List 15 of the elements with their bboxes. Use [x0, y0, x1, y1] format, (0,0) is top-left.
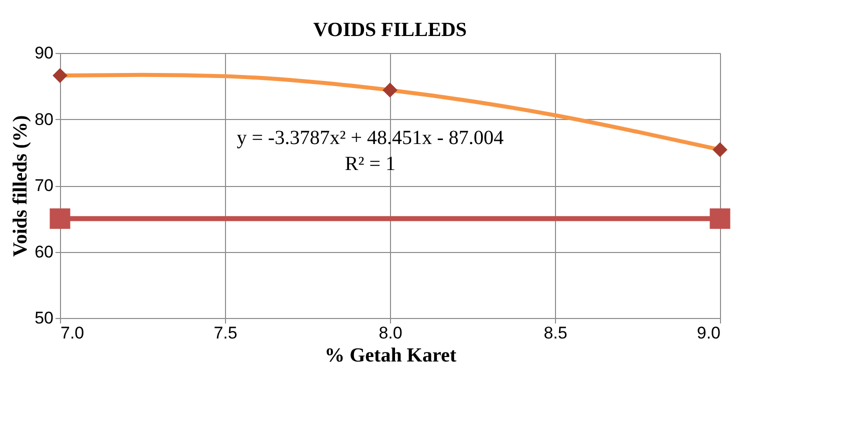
annotation: y = -3.3787x² + 48.451x - 87.004	[236, 126, 504, 149]
y-tick-label: 70	[34, 176, 54, 195]
y-axis-title: Voids filleds (%)	[10, 115, 32, 257]
y-tick-label: 80	[34, 110, 54, 129]
x-tick-label: 8.5	[544, 324, 568, 342]
x-tick-label: 8.0	[378, 324, 402, 342]
annotation: R² = 1	[344, 152, 396, 175]
x-axis-title: % Getah Karet	[324, 344, 457, 366]
x-tick-label: 9.0	[696, 324, 720, 342]
y-tick-label: 60	[34, 242, 54, 262]
x-tick-label: 7.0	[60, 324, 84, 342]
y-tick-label: 50	[34, 308, 54, 328]
x-tick-label: 7.5	[214, 324, 238, 342]
chart-title: VOIDS FILLEDS	[313, 19, 467, 41]
y-tick-label: 90	[34, 44, 54, 62]
